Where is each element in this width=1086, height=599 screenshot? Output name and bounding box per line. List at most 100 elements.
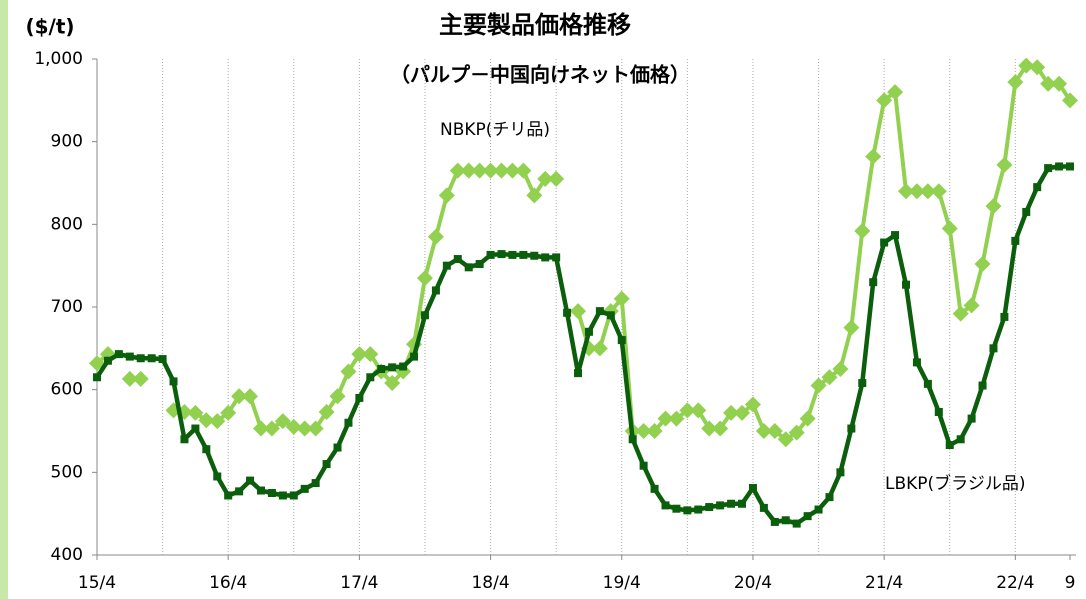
marker — [694, 505, 703, 514]
marker — [114, 350, 123, 359]
marker — [296, 420, 313, 437]
marker — [508, 250, 517, 259]
marker — [891, 231, 900, 240]
marker — [1007, 74, 1024, 91]
x-tick-label: 9 — [1065, 573, 1076, 593]
marker — [329, 388, 346, 405]
marker — [198, 412, 215, 429]
marker — [570, 303, 587, 320]
marker — [672, 504, 681, 513]
marker — [679, 402, 696, 419]
marker — [584, 327, 593, 336]
marker — [902, 280, 911, 289]
marker — [541, 253, 550, 262]
marker — [628, 435, 637, 444]
marker — [438, 187, 455, 204]
marker — [716, 501, 725, 510]
marker — [683, 506, 692, 515]
marker — [639, 461, 648, 470]
marker — [427, 228, 444, 245]
marker — [191, 424, 200, 433]
marker — [690, 402, 707, 419]
marker — [843, 319, 860, 336]
marker — [464, 263, 473, 272]
marker — [548, 170, 565, 187]
marker — [908, 183, 925, 200]
marker — [759, 503, 768, 512]
marker — [963, 297, 980, 314]
marker — [996, 156, 1013, 173]
marker — [526, 187, 543, 204]
marker — [180, 435, 189, 444]
marker — [770, 517, 779, 526]
marker — [748, 484, 757, 493]
marker — [613, 290, 630, 307]
marker — [256, 486, 265, 495]
marker — [563, 308, 572, 317]
marker — [727, 499, 736, 508]
x-tick-label: 20/4 — [734, 573, 772, 593]
marker — [1011, 236, 1020, 245]
x-tick-label: 18/4 — [471, 573, 509, 593]
marker — [482, 162, 499, 179]
marker — [344, 418, 353, 427]
marker — [941, 220, 958, 237]
marker — [657, 410, 674, 427]
marker — [705, 503, 714, 512]
marker — [504, 162, 521, 179]
marker — [300, 484, 309, 493]
marker — [252, 420, 269, 437]
marker — [285, 418, 302, 435]
marker — [311, 479, 320, 488]
marker — [486, 250, 495, 259]
marker — [1033, 183, 1042, 192]
marker — [814, 505, 823, 514]
marker — [1062, 92, 1078, 109]
marker — [121, 370, 138, 387]
marker — [103, 356, 112, 365]
marker — [930, 183, 947, 200]
marker — [701, 420, 718, 437]
marker — [552, 253, 561, 262]
marker — [475, 260, 484, 269]
annotation: NBKP(チリ品) — [440, 120, 550, 140]
marker — [351, 346, 368, 363]
marker — [989, 344, 998, 353]
marker — [471, 162, 488, 179]
marker — [537, 170, 554, 187]
marker — [734, 404, 751, 421]
marker — [209, 413, 226, 430]
marker — [410, 352, 419, 361]
marker — [242, 388, 259, 405]
y-tick-label: 600 — [51, 380, 83, 400]
marker — [887, 84, 904, 101]
marker — [712, 420, 729, 437]
chart-title: 主要製品価格推移 — [439, 11, 631, 39]
marker — [388, 363, 397, 372]
marker — [231, 388, 248, 405]
marker — [416, 270, 433, 287]
marker — [224, 491, 233, 500]
marker — [377, 365, 386, 373]
marker — [912, 358, 921, 367]
marker — [362, 346, 379, 363]
marker — [744, 396, 761, 413]
marker — [1066, 162, 1074, 171]
x-tick-label: 21/4 — [865, 573, 903, 593]
y-tick-label: 800 — [51, 214, 83, 234]
marker — [880, 238, 889, 247]
marker — [318, 403, 335, 420]
marker — [289, 491, 298, 500]
marker — [202, 445, 211, 454]
marker — [781, 516, 790, 525]
series-line — [95, 164, 1070, 526]
marker — [788, 424, 805, 441]
marker — [333, 443, 342, 452]
marker — [1051, 75, 1068, 92]
marker — [799, 410, 816, 427]
marker — [792, 519, 801, 528]
marker — [125, 352, 134, 361]
marker — [132, 370, 149, 387]
marker — [858, 379, 867, 388]
marker — [836, 468, 845, 477]
